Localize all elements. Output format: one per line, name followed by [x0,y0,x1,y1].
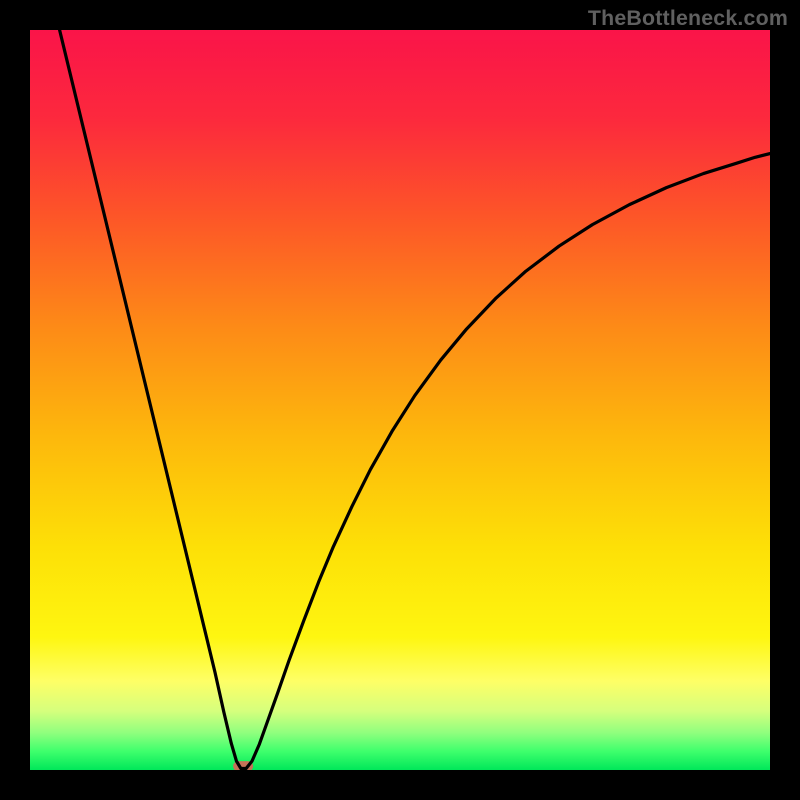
chart-frame: TheBottleneck.com [0,0,800,800]
plot-area [30,30,770,770]
curve-layer [30,30,770,770]
bottleneck-curve [60,30,770,769]
attribution-text: TheBottleneck.com [588,6,788,31]
